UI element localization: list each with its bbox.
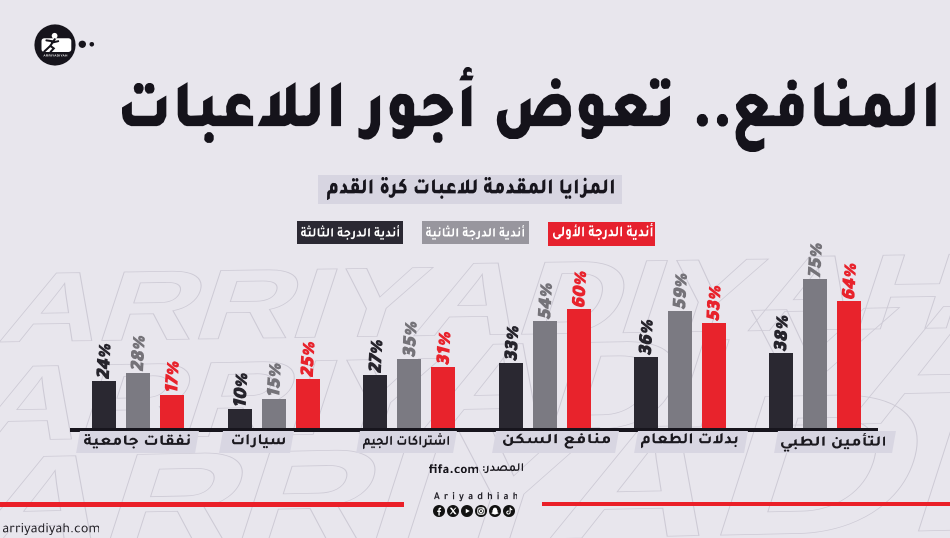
svg-text:ARRIYADIYAH: ARRIYADIYAH (43, 54, 68, 58)
